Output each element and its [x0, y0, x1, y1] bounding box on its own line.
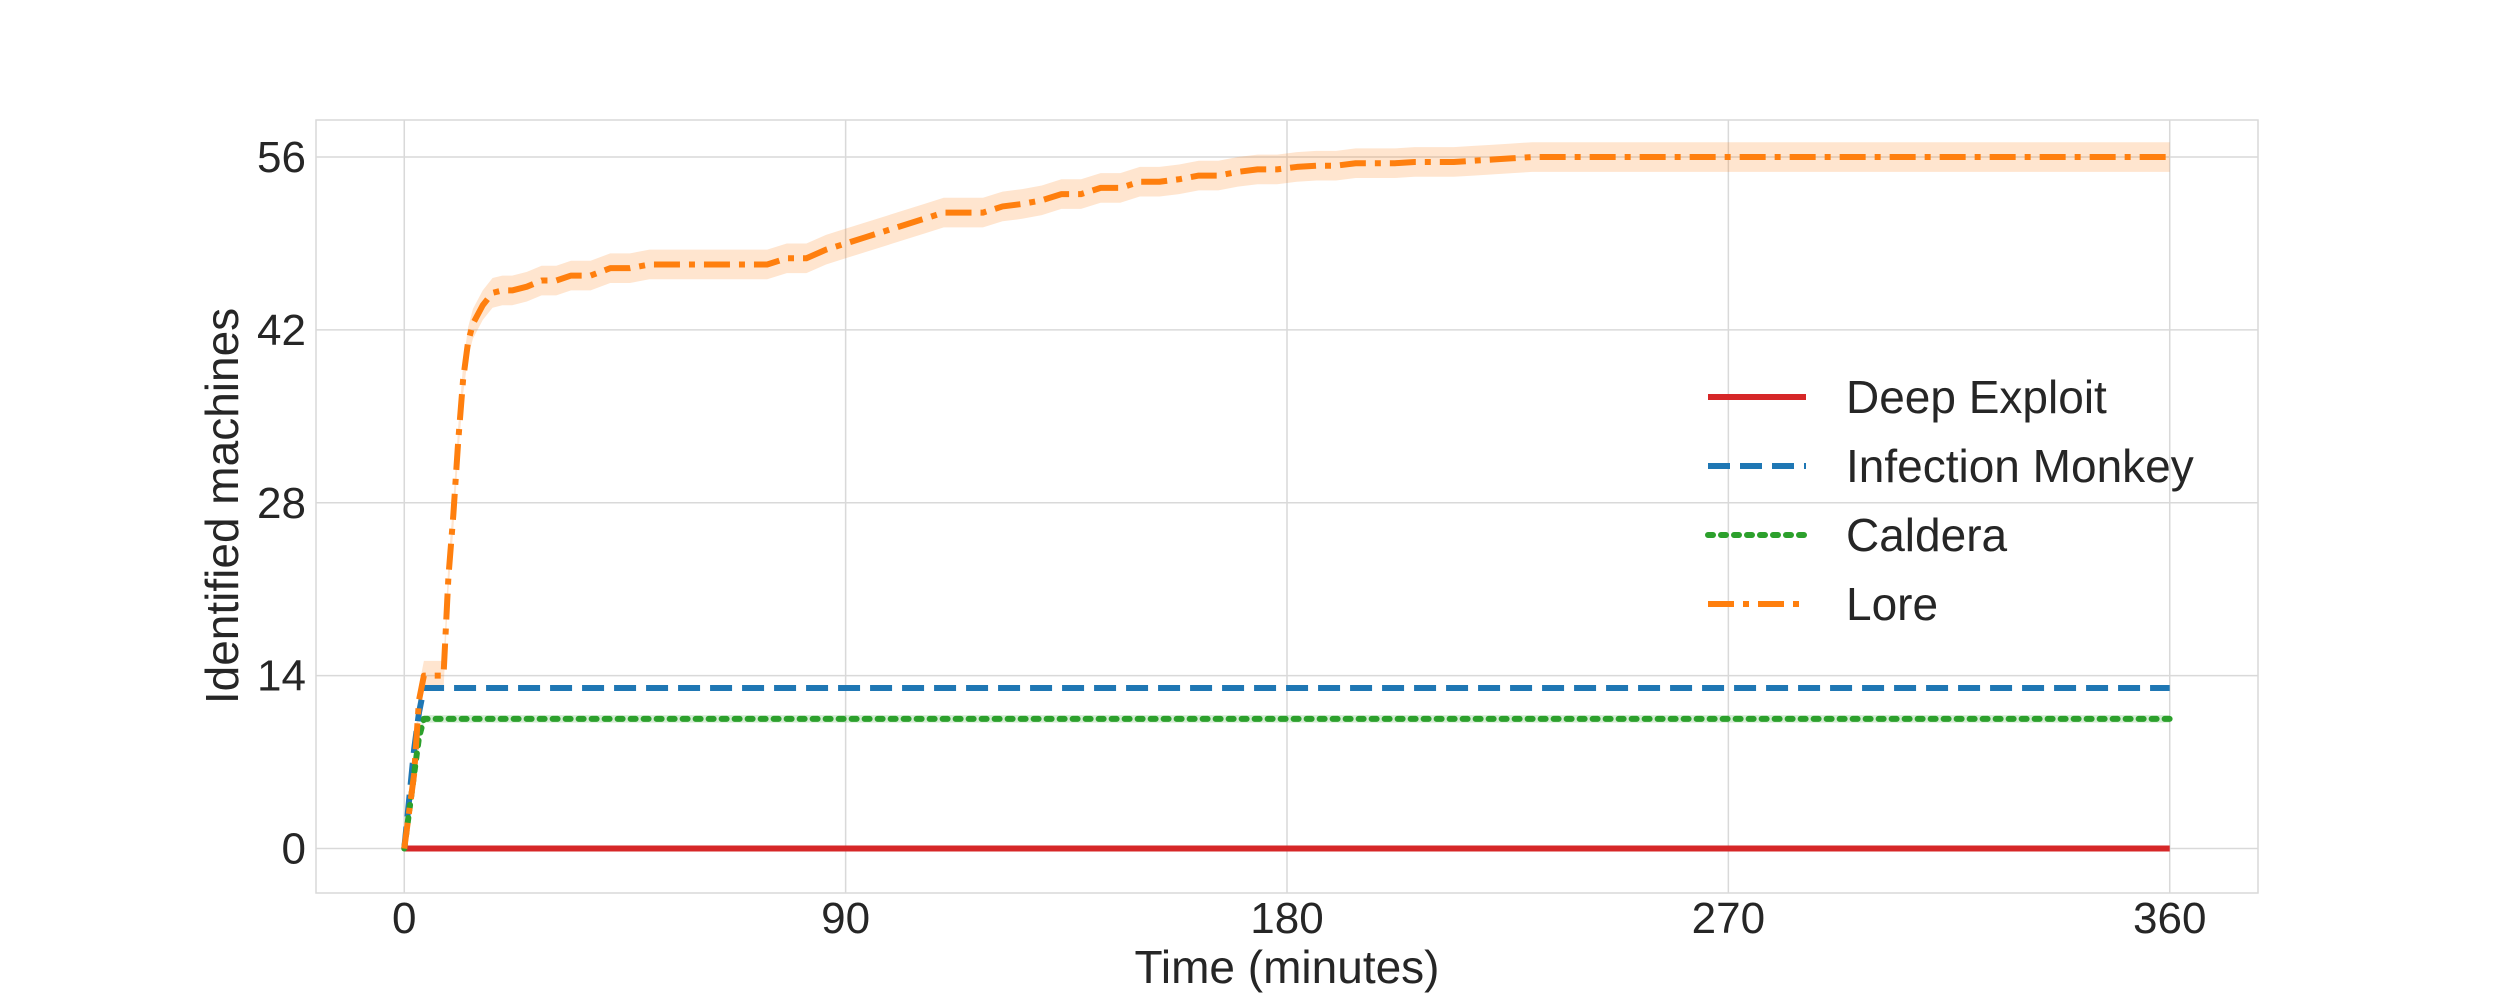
x-tick-label: 360: [2133, 894, 2206, 943]
legend-label-caldera: Caldera: [1846, 509, 2008, 561]
legend-label-lore: Lore: [1846, 578, 1938, 630]
lore-line: [401, 154, 2170, 849]
series-lines: [401, 154, 2173, 852]
y-axis-label: Identified machines: [196, 308, 248, 704]
legend-label-infection-monkey: Infection Monkey: [1846, 440, 2194, 492]
y-tick-label: 14: [257, 652, 306, 701]
x-axis-label: Time (minutes): [1135, 941, 1440, 993]
y-tick-label: 56: [257, 133, 306, 182]
y-tick-label: 42: [257, 306, 306, 355]
legend-label-deep-exploit: Deep Exploit: [1846, 371, 2107, 423]
plot-frame: [315, 119, 2259, 894]
legend: Deep Exploit Infection Monkey Caldera Lore: [1705, 371, 2194, 630]
y-tick-label: 0: [282, 825, 306, 874]
x-tick-label: 90: [821, 894, 870, 943]
x-tick-label: 0: [392, 894, 416, 943]
y-tick-label: 28: [257, 479, 306, 528]
caldera-line: [401, 715, 2173, 852]
tick-labels: 0 90 180 270 360 0 14 28 42 56: [257, 133, 2206, 943]
x-tick-label: 180: [1250, 894, 1323, 943]
x-tick-label: 270: [1692, 894, 1765, 943]
